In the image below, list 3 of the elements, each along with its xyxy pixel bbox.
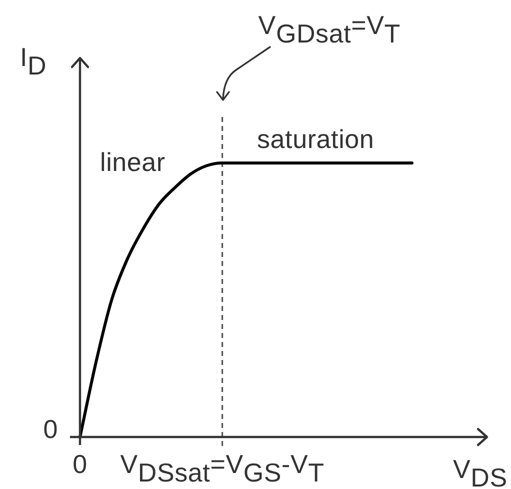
text: 0 xyxy=(43,414,58,444)
annotation: linear xyxy=(100,147,166,177)
text: saturation xyxy=(257,124,374,154)
